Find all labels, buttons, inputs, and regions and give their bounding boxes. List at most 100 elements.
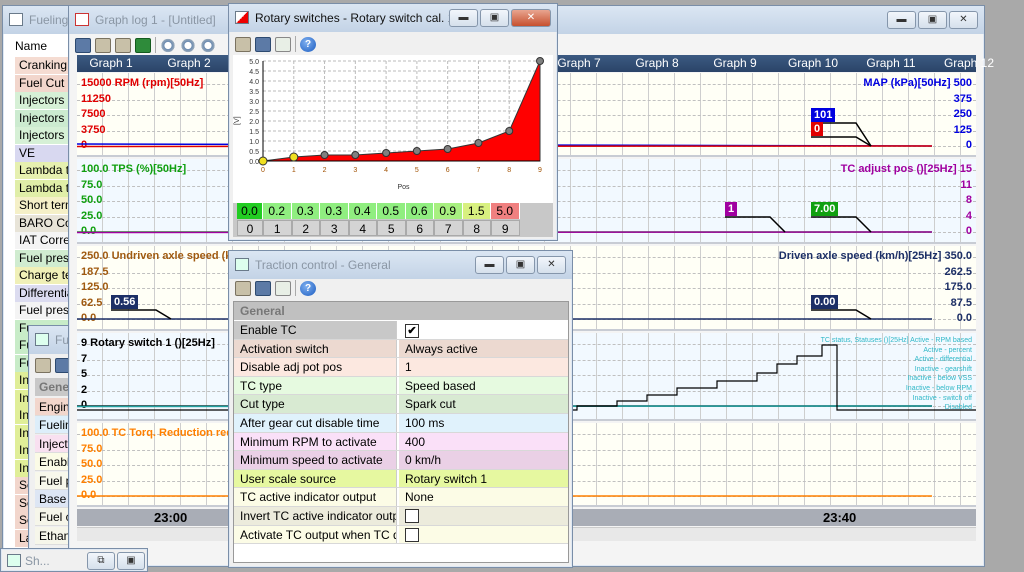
tab-graph-2[interactable]: Graph 2 <box>167 56 211 70</box>
property-row[interactable]: Invert TC active indicator output <box>234 507 568 526</box>
zoom-out-icon[interactable] <box>180 37 196 53</box>
property-row[interactable]: TC type Speed based <box>234 376 568 396</box>
table-value-cell[interactable]: 0.4 <box>348 203 377 219</box>
close-button[interactable]: ✕ <box>949 11 978 29</box>
list-item[interactable]: Short term <box>15 197 75 214</box>
property-value[interactable]: 100 ms <box>399 414 568 432</box>
restore-button[interactable]: ⧉ <box>87 552 115 570</box>
tab-graph-1[interactable]: Graph 1 <box>89 56 133 70</box>
open-folder-icon[interactable] <box>235 280 251 296</box>
list-item[interactable]: IAT Correct <box>15 232 75 249</box>
property-value[interactable]: 1 <box>399 358 568 376</box>
open-folder-icon[interactable] <box>95 37 111 53</box>
tab-graph-8[interactable]: Graph 8 <box>635 56 679 70</box>
table-value-cell[interactable]: 0.3 <box>320 203 349 219</box>
table-value-cell[interactable]: 5.0 <box>491 203 520 219</box>
list-item[interactable]: Charge ter <box>15 267 75 284</box>
data-point <box>505 127 514 135</box>
list-item[interactable]: BARO Corr <box>15 214 75 232</box>
maximize-button[interactable]: ▣ <box>480 9 509 27</box>
excel-export-icon[interactable] <box>135 37 151 53</box>
table-value-cell[interactable]: 0.2 <box>263 203 292 219</box>
help-icon[interactable]: ? <box>300 36 316 52</box>
table-value-cell[interactable]: 0.3 <box>291 203 320 219</box>
graph-panel[interactable]: 100.0 TC Torq. Reduction req 75.0 50.0 25.0… <box>77 423 976 507</box>
property-value[interactable]: Spark cut <box>399 395 568 413</box>
maximize-button[interactable]: ▣ <box>506 256 535 274</box>
zoom-fit-icon[interactable] <box>200 37 216 53</box>
close-button[interactable]: ✕ <box>537 256 566 274</box>
open-folder-icon[interactable] <box>235 36 251 52</box>
minimize-button[interactable]: ▬ <box>475 256 504 274</box>
table-value-cell[interactable]: 1.5 <box>462 203 491 219</box>
property-value[interactable]: Rotary switch 1 <box>399 469 568 488</box>
table-value-cell[interactable]: 0.6 <box>405 203 434 219</box>
property-label: Minimum speed to activate <box>234 451 397 469</box>
maximize-button[interactable]: ▣ <box>117 552 145 570</box>
property-label: Invert TC active indicator output <box>234 507 397 525</box>
close-button[interactable]: ✕ <box>511 9 551 27</box>
list-item[interactable]: Fuel pressu <box>15 249 75 267</box>
window-icon[interactable] <box>275 280 291 296</box>
property-row[interactable]: Activate TC output when TC disa <box>234 525 568 545</box>
save-icon[interactable] <box>255 36 271 52</box>
tab-graph-11[interactable]: Graph 11 <box>866 56 916 70</box>
property-row[interactable]: User scale source Rotary switch 1 <box>234 469 568 489</box>
window-icon[interactable] <box>275 36 291 52</box>
rotary-chart[interactable]: 0.0 0.5 1.0 1.5 2.0 2.5 3.0 3.5 4.0 4.5 5.0 0 1 2 3 4 5 6… <box>233 55 553 203</box>
table-value-cell[interactable]: 0.0 <box>237 203 263 219</box>
checkbox[interactable]: ✔ <box>405 324 419 338</box>
help-icon[interactable]: ? <box>300 280 316 296</box>
table-value-cell[interactable]: 0.5 <box>377 203 406 219</box>
property-value[interactable] <box>399 507 568 525</box>
property-value[interactable]: Speed based <box>399 376 568 395</box>
list-item[interactable]: Injectors D <box>15 109 75 127</box>
minimized-window[interactable]: Sh... ⧉ ▣ <box>0 548 148 572</box>
property-row[interactable]: TC active indicator output None <box>234 488 568 507</box>
minimize-button[interactable]: ▬ <box>887 11 916 29</box>
checkbox[interactable] <box>405 509 419 523</box>
axis-label-right: Disabled <box>944 404 972 412</box>
property-row[interactable]: Cut type Spark cut <box>234 395 568 414</box>
maximize-button[interactable]: ▣ <box>918 11 947 29</box>
property-value[interactable] <box>399 525 568 544</box>
property-row[interactable]: Enable TC ✔ <box>234 321 568 340</box>
property-row[interactable]: Minimum speed to activate 0 km/h <box>234 451 568 470</box>
list-item[interactable]: Lambda ta <box>15 179 75 197</box>
zoom-in-icon[interactable] <box>160 37 176 53</box>
save-icon[interactable] <box>255 280 271 296</box>
checkbox[interactable] <box>405 527 419 542</box>
property-row[interactable]: Disable adj pot pos 1 <box>234 358 568 377</box>
table-value-cell[interactable]: 0.9 <box>434 203 463 219</box>
property-value[interactable]: None <box>399 488 568 506</box>
property-value[interactable]: ✔ <box>399 321 568 339</box>
open-folder-icon[interactable] <box>35 357 51 373</box>
property-value[interactable]: 0 km/h <box>399 451 568 469</box>
tc-title-bar[interactable]: Traction control - General ▬ ▣ ✕ <box>229 251 572 279</box>
minimize-button[interactable]: ▬ <box>449 9 478 27</box>
property-row[interactable]: Activation switch Always active <box>234 339 568 359</box>
tab-graph-10[interactable]: Graph 10 <box>787 56 839 70</box>
tab-graph-7[interactable]: Graph 7 <box>557 56 601 70</box>
tab-graph-12[interactable]: Graph 12 <box>943 56 995 70</box>
property-value[interactable]: 400 <box>399 432 568 451</box>
list-item[interactable]: Differentia <box>15 284 75 302</box>
list-item[interactable]: Fuel pressu <box>15 302 75 319</box>
list-item[interactable]: Cranking c <box>15 57 75 74</box>
tab-graph-9[interactable]: Graph 9 <box>713 56 757 70</box>
axis-label-right: 8 <box>965 194 972 206</box>
list-item[interactable]: VE <box>15 144 75 162</box>
add-folder-icon[interactable] <box>115 37 131 53</box>
property-row[interactable]: Minimum RPM to activate 400 <box>234 432 568 452</box>
rotary-title-bar[interactable]: Rotary switches - Rotary switch cal. 1 [… <box>229 4 557 32</box>
list-item[interactable]: Lambda ta <box>15 162 75 179</box>
save-icon[interactable] <box>75 37 91 53</box>
list-item[interactable]: Injectors P <box>15 92 75 109</box>
property-row[interactable]: After gear cut disable time 100 ms <box>234 414 568 433</box>
list-item[interactable]: Injectors ca <box>15 127 75 144</box>
table-index-cell: 0 <box>237 220 263 236</box>
data-point <box>382 149 391 157</box>
property-value[interactable]: Always active <box>399 339 568 358</box>
list-item[interactable]: Fuel Cut <box>15 74 75 92</box>
column-header-name[interactable]: Name <box>15 39 48 53</box>
